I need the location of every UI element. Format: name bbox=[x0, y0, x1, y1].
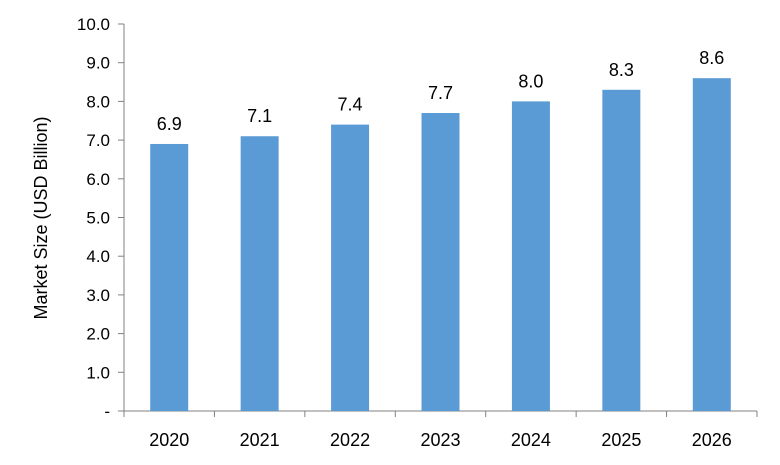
data-label-2026: 8.6 bbox=[699, 48, 724, 68]
x-tick-label: 2025 bbox=[601, 430, 641, 450]
bar-2025 bbox=[602, 89, 641, 411]
x-tick-label: 2023 bbox=[420, 430, 460, 450]
y-tick-label: 1.0 bbox=[86, 363, 110, 382]
y-tick-label: - bbox=[104, 402, 110, 421]
x-tick-label: 2020 bbox=[149, 430, 189, 450]
data-labels: 6.9 7.1 7.4 7.7 8.0 8.3 8.6 bbox=[157, 48, 725, 134]
bar-2020 bbox=[150, 143, 189, 411]
x-axis-ticks: 2020 2021 2022 2023 2024 2025 2026 bbox=[123, 411, 758, 450]
bar-2023 bbox=[421, 113, 460, 411]
y-axis-label: Market Size (USD Billion) bbox=[31, 116, 51, 319]
x-tick-label: 2022 bbox=[330, 430, 370, 450]
data-label-2022: 7.4 bbox=[338, 95, 363, 115]
y-tick-label: 10.0 bbox=[77, 15, 110, 34]
data-label-2025: 8.3 bbox=[609, 60, 634, 80]
bar-2024 bbox=[511, 101, 550, 412]
y-tick-label: 6.0 bbox=[86, 170, 110, 189]
data-label-2024: 8.0 bbox=[518, 71, 543, 91]
x-tick-label: 2021 bbox=[240, 430, 280, 450]
data-label-2020: 6.9 bbox=[157, 114, 182, 134]
bar-2021 bbox=[240, 136, 279, 412]
y-tick-label: 9.0 bbox=[86, 54, 110, 73]
y-tick-label: 8.0 bbox=[86, 92, 110, 111]
x-tick-label: 2024 bbox=[511, 430, 551, 450]
bar-2026 bbox=[692, 78, 731, 412]
bar-series bbox=[150, 78, 731, 412]
y-tick-label: 3.0 bbox=[86, 286, 110, 305]
y-axis-ticks: - 1.0 2.0 3.0 4.0 5.0 6.0 7.0 8.0 9.0 10.0 bbox=[77, 15, 124, 421]
y-tick-label: 7.0 bbox=[86, 131, 110, 150]
y-tick-label: 4.0 bbox=[86, 247, 110, 266]
bar-2022 bbox=[331, 124, 370, 412]
data-label-2023: 7.7 bbox=[428, 83, 453, 103]
x-tick-label: 2026 bbox=[692, 430, 732, 450]
y-tick-label: 2.0 bbox=[86, 325, 110, 344]
y-tick-label: 5.0 bbox=[86, 209, 110, 228]
data-label-2021: 7.1 bbox=[247, 106, 272, 126]
